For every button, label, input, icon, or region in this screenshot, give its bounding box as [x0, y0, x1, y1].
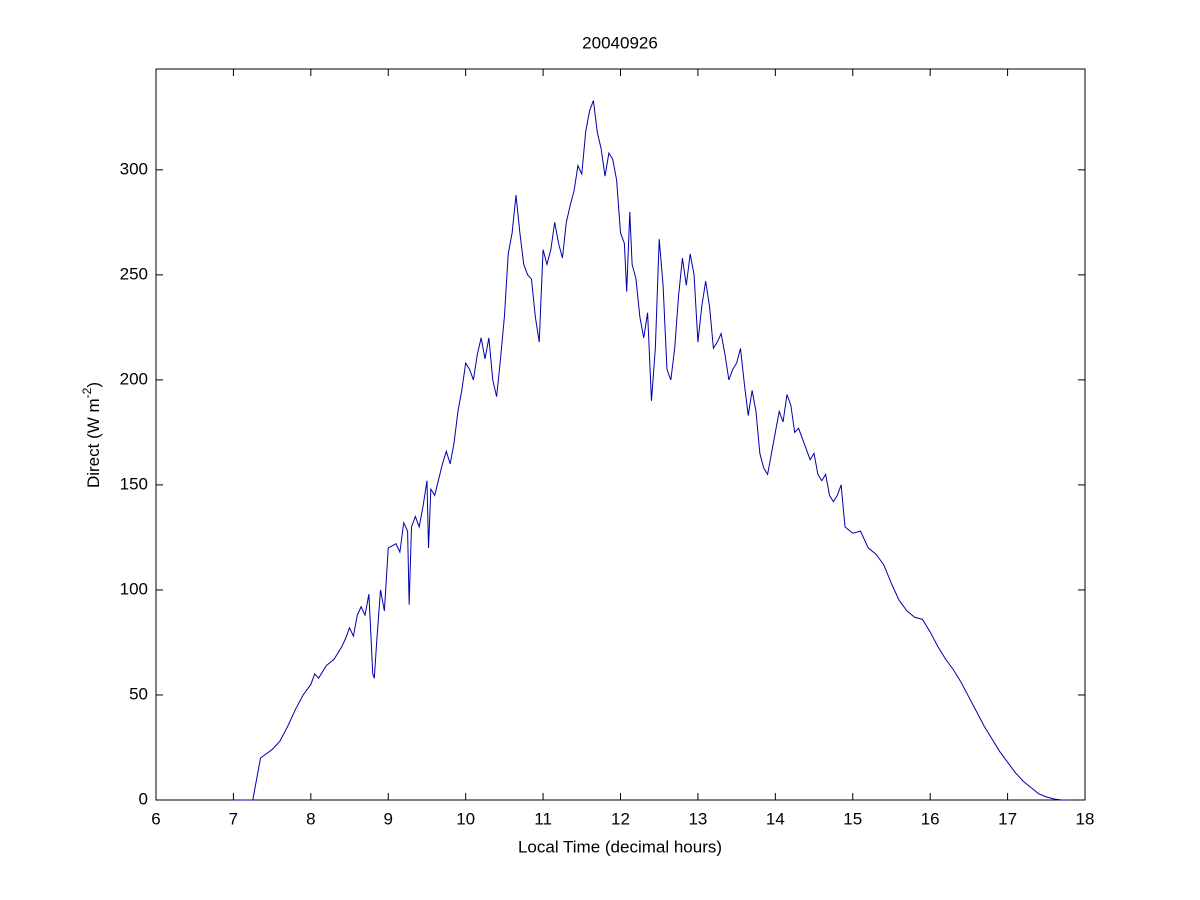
x-tick-label: 14: [766, 809, 785, 828]
plot-area: [155, 68, 1086, 801]
x-tick-label: 10: [456, 809, 475, 828]
x-tick-label: 7: [229, 809, 238, 828]
y-tick-label: 250: [120, 264, 148, 283]
x-axis-label: Local Time (decimal hours): [518, 837, 722, 856]
y-tick-label: 100: [120, 579, 148, 598]
x-tick-label: 16: [921, 809, 940, 828]
x-tick-label: 11: [534, 809, 552, 828]
y-tick-label: 150: [120, 474, 148, 493]
y-label-end: ): [84, 382, 103, 388]
x-tick-label: 6: [151, 809, 160, 828]
chart-title: 20040926: [582, 33, 658, 52]
x-tick-label: 12: [611, 809, 630, 828]
x-tick-label: 17: [998, 809, 1017, 828]
data-line: [233, 100, 1070, 801]
x-tick-label: 13: [688, 809, 707, 828]
y-tick-label: 300: [120, 159, 148, 178]
x-tick-label: 8: [306, 809, 315, 828]
y-axis-label: Direct (W m-2): [80, 382, 103, 488]
x-tick-label: 9: [384, 809, 393, 828]
y-label-main: Direct (W m: [84, 398, 103, 488]
x-tick-label: 15: [843, 809, 862, 828]
y-tick-label: 0: [139, 789, 148, 808]
y-label-superscript: -2: [80, 387, 94, 398]
y-tick-label: 50: [129, 684, 148, 703]
x-tick-label: 18: [1076, 809, 1095, 828]
y-tick-label: 200: [120, 369, 148, 388]
